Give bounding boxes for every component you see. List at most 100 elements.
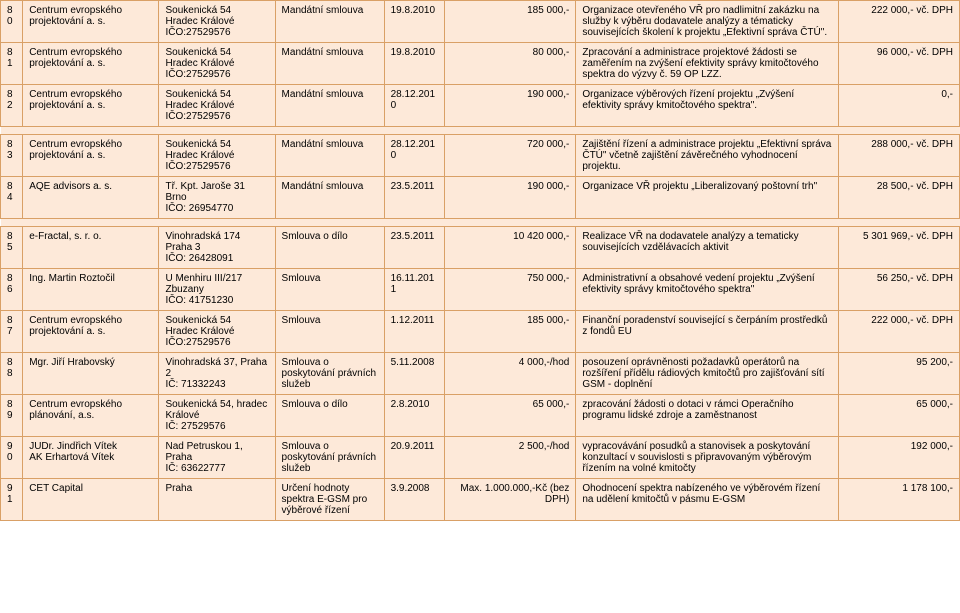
cell-num: 86 <box>1 269 23 311</box>
table-row: 88Mgr. Jiří HrabovskýVinohradská 37, Pra… <box>1 353 960 395</box>
cell-num: 80 <box>1 1 23 43</box>
cell-amt: 185 000,- <box>445 1 576 43</box>
cell-fee: 222 000,- vč. DPH <box>838 311 959 353</box>
cell-org: CET Capital <box>23 479 159 521</box>
cell-amt: 190 000,- <box>445 177 576 219</box>
cell-desc: Organizace otevřeného VŘ pro nadlimitní … <box>576 1 838 43</box>
cell-fee: 288 000,- vč. DPH <box>838 135 959 177</box>
cell-addr: Praha <box>159 479 275 521</box>
table-row: 82Centrum evropského projektování a. s.S… <box>1 85 960 127</box>
cell-amt: 4 000,-/hod <box>445 353 576 395</box>
table-row: 91CET CapitalPrahaUrčení hodnoty spektra… <box>1 479 960 521</box>
cell-type: Smlouva o poskytování právních služeb <box>275 437 384 479</box>
cell-type: Smlouva o dílo <box>275 227 384 269</box>
cell-date: 23.5.2011 <box>384 227 445 269</box>
cell-date: 23.5.2011 <box>384 177 445 219</box>
cell-addr: Soukenická 54Hradec KrálovéIČO:27529576 <box>159 43 275 85</box>
cell-fee: 1 178 100,- <box>838 479 959 521</box>
cell-date: 19.8.2010 <box>384 1 445 43</box>
cell-org: e-Fractal, s. r. o. <box>23 227 159 269</box>
cell-num: 91 <box>1 479 23 521</box>
table-row: 89Centrum evropského plánování, a.s.Souk… <box>1 395 960 437</box>
cell-type: Mandátní smlouva <box>275 1 384 43</box>
cell-date: 3.9.2008 <box>384 479 445 521</box>
cell-amt: 750 000,- <box>445 269 576 311</box>
cell-fee: 192 000,- <box>838 437 959 479</box>
cell-amt: Max. 1.000.000,-Kč (bez DPH) <box>445 479 576 521</box>
cell-org: Centrum evropského projektování a. s. <box>23 1 159 43</box>
cell-num: 81 <box>1 43 23 85</box>
table-row: 81Centrum evropského projektování a. s.S… <box>1 43 960 85</box>
table-row: 83Centrum evropského projektování a. s.S… <box>1 135 960 177</box>
cell-org: Centrum evropského plánování, a.s. <box>23 395 159 437</box>
cell-type: Mandátní smlouva <box>275 85 384 127</box>
cell-amt: 190 000,- <box>445 85 576 127</box>
cell-addr: U Menhiru III/217ZbuzanyIČO: 41751230 <box>159 269 275 311</box>
table-row: 86Ing. Martin RoztočilU Menhiru III/217Z… <box>1 269 960 311</box>
cell-type: Smlouva <box>275 311 384 353</box>
cell-addr: Soukenická 54, hradec KrálovéIČ: 2752957… <box>159 395 275 437</box>
table-row: 85e-Fractal, s. r. o.Vinohradská 174Prah… <box>1 227 960 269</box>
cell-num: 83 <box>1 135 23 177</box>
cell-org: Ing. Martin Roztočil <box>23 269 159 311</box>
cell-date: 2.8.2010 <box>384 395 445 437</box>
cell-desc: Finanční poradenství související s čerpá… <box>576 311 838 353</box>
cell-desc: Ohodnocení spektra nabízeného ve výběrov… <box>576 479 838 521</box>
cell-type: Smlouva o dílo <box>275 395 384 437</box>
cell-desc: Administrativní a obsahové vedení projek… <box>576 269 838 311</box>
cell-desc: Zajištění řízení a administrace projektu… <box>576 135 838 177</box>
cell-num: 90 <box>1 437 23 479</box>
table-row: 84AQE advisors a. s.Tř. Kpt. Jaroše 31Br… <box>1 177 960 219</box>
cell-amt: 80 000,- <box>445 43 576 85</box>
cell-num: 89 <box>1 395 23 437</box>
cell-date: 5.11.2008 <box>384 353 445 395</box>
cell-amt: 2 500,-/hod <box>445 437 576 479</box>
cell-desc: posouzení oprávněnosti požadavků operáto… <box>576 353 838 395</box>
cell-desc: Organizace výběrových řízení projektu „Z… <box>576 85 838 127</box>
cell-type: Určení hodnoty spektra E-GSM pro výběrov… <box>275 479 384 521</box>
cell-type: Smlouva <box>275 269 384 311</box>
cell-fee: 95 200,- <box>838 353 959 395</box>
cell-type: Mandátní smlouva <box>275 135 384 177</box>
table-row: 90JUDr. Jindřich VítekAK Erhartová Vítek… <box>1 437 960 479</box>
table-row: 80Centrum evropského projektování a. s.S… <box>1 1 960 43</box>
cell-fee: 65 000,- <box>838 395 959 437</box>
cell-date: 20.9.2011 <box>384 437 445 479</box>
cell-addr: Soukenická 54Hradec KrálovéIČO:27529576 <box>159 85 275 127</box>
cell-fee: 28 500,- vč. DPH <box>838 177 959 219</box>
cell-desc: vypracovávání posudků a stanovisek a pos… <box>576 437 838 479</box>
contracts-table: 80Centrum evropského projektování a. s.S… <box>0 0 960 521</box>
cell-num: 88 <box>1 353 23 395</box>
cell-amt: 185 000,- <box>445 311 576 353</box>
cell-addr: Soukenická 54Hradec KrálovéIČO:27529576 <box>159 311 275 353</box>
cell-amt: 720 000,- <box>445 135 576 177</box>
cell-fee: 56 250,- vč. DPH <box>838 269 959 311</box>
cell-fee: 96 000,- vč. DPH <box>838 43 959 85</box>
cell-org: Centrum evropského projektování a. s. <box>23 135 159 177</box>
cell-type: Smlouva o poskytování právních služeb <box>275 353 384 395</box>
cell-org: Centrum evropského projektování a. s. <box>23 311 159 353</box>
cell-fee: 5 301 969,- vč. DPH <box>838 227 959 269</box>
cell-fee: 0,- <box>838 85 959 127</box>
cell-desc: zpracování žádosti o dotaci v rámci Oper… <box>576 395 838 437</box>
cell-num: 84 <box>1 177 23 219</box>
cell-addr: Soukenická 54Hradec KrálovéIČO:27529576 <box>159 135 275 177</box>
cell-addr: Vinohradská 174Praha 3IČO: 26428091 <box>159 227 275 269</box>
table-row: 87Centrum evropského projektování a. s.S… <box>1 311 960 353</box>
cell-org: Centrum evropského projektování a. s. <box>23 85 159 127</box>
cell-num: 85 <box>1 227 23 269</box>
cell-addr: Soukenická 54Hradec KrálovéIČO:27529576 <box>159 1 275 43</box>
cell-org: JUDr. Jindřich VítekAK Erhartová Vítek <box>23 437 159 479</box>
cell-addr: Nad Petruskou 1, PrahaIČ: 63622777 <box>159 437 275 479</box>
cell-num: 87 <box>1 311 23 353</box>
cell-addr: Tř. Kpt. Jaroše 31BrnoIČO: 26954770 <box>159 177 275 219</box>
cell-date: 28.12.2010 <box>384 135 445 177</box>
cell-type: Mandátní smlouva <box>275 177 384 219</box>
cell-org: AQE advisors a. s. <box>23 177 159 219</box>
cell-org: Mgr. Jiří Hrabovský <box>23 353 159 395</box>
cell-addr: Vinohradská 37, Praha 2IČ: 71332243 <box>159 353 275 395</box>
cell-amt: 65 000,- <box>445 395 576 437</box>
cell-type: Mandátní smlouva <box>275 43 384 85</box>
cell-date: 16.11.2011 <box>384 269 445 311</box>
cell-date: 28.12.2010 <box>384 85 445 127</box>
